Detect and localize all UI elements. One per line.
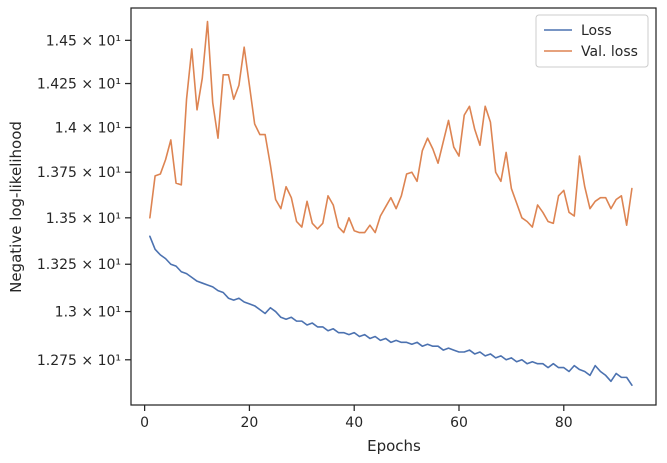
x-tick-label: 60 <box>450 415 468 431</box>
y-tick-label: 1.4 × 10¹ <box>55 120 121 136</box>
x-tick-label: 40 <box>345 415 363 431</box>
series-line-val-loss <box>149 20 633 234</box>
y-tick-label: 1.375 × 10¹ <box>37 165 121 181</box>
x-tick-label: 20 <box>240 415 258 431</box>
y-tick-label: 1.325 × 10¹ <box>37 257 121 273</box>
x-axis: 0 20 40 60 80 <box>140 405 573 431</box>
y-tick-label: 1.35 × 10¹ <box>46 211 121 227</box>
legend-box <box>535 14 649 68</box>
legend-label: Val. loss <box>581 44 638 60</box>
x-tick-label: 0 <box>140 415 149 431</box>
x-axis-title: Epochs <box>367 437 421 455</box>
y-tick-label: 1.3 × 10¹ <box>55 305 121 321</box>
plot-marks <box>149 20 633 387</box>
legend: Loss Val. loss <box>535 14 649 68</box>
plot-frame <box>130 7 657 406</box>
y-tick-label: 1.425 × 10¹ <box>37 77 121 93</box>
y-axis-title: Negative log-likelihood <box>7 121 25 293</box>
y-tick-label: 1.275 × 10¹ <box>37 353 121 369</box>
series-line-loss <box>149 235 633 387</box>
x-tick-label: 80 <box>555 415 573 431</box>
legend-label: Loss <box>581 23 612 39</box>
y-axis: 1.275 × 10¹ 1.3 × 10¹ 1.325 × 10¹ 1.35 × 10… <box>37 33 131 369</box>
y-tick-label: 1.45 × 10¹ <box>46 33 121 49</box>
